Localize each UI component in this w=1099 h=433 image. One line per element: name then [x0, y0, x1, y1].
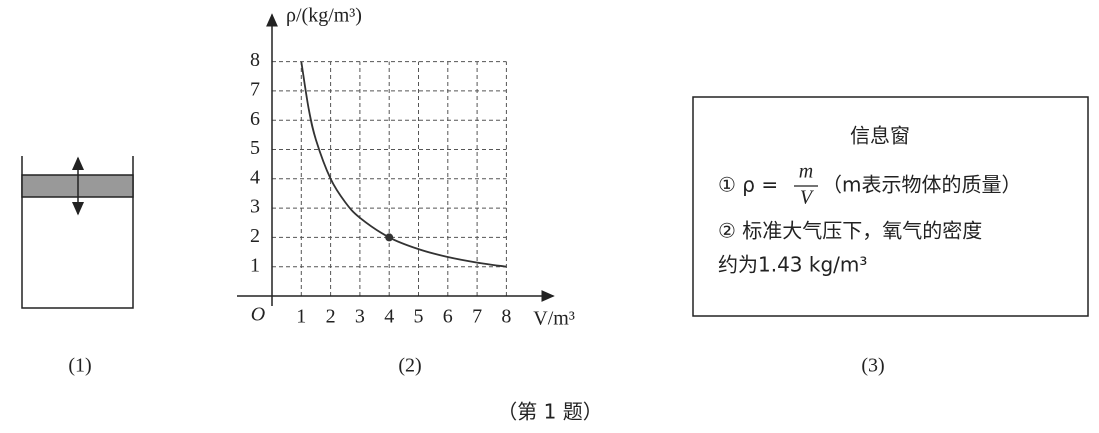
y-tick-label: 7 — [250, 78, 260, 100]
info-line: 约为1.43 kg/m³ — [718, 253, 867, 277]
figure-label: (2) — [398, 355, 421, 377]
x-tick-label: 7 — [472, 306, 482, 328]
caption: （第 1 题） — [497, 400, 602, 424]
container-diagram — [21, 156, 134, 309]
origin-label: O — [251, 304, 265, 326]
formula-suffix: （m表示物体的质量） — [822, 173, 1021, 197]
info-box: 信息窗 ① ρ = m V （m表示物体的质量） ② 标准大气压下，氧气的密度 … — [692, 96, 1089, 317]
x-axis-label: V/m³ — [533, 308, 575, 330]
x-tick-label: 2 — [326, 306, 336, 328]
x-tick-label: 4 — [384, 306, 394, 328]
y-tick-label: 6 — [250, 108, 260, 130]
y-tick-label: 4 — [250, 166, 260, 188]
highlight-point — [385, 233, 394, 242]
x-tick-label: 6 — [443, 306, 453, 328]
info-title: 信息窗 — [850, 124, 910, 148]
x-tick-label: 1 — [296, 306, 306, 328]
y-tick-label: 8 — [250, 49, 260, 71]
y-tick-label: 1 — [250, 254, 260, 276]
x-tick-label: 8 — [501, 306, 511, 328]
formula-denominator: V — [800, 187, 815, 209]
y-tick-label: 2 — [250, 225, 260, 247]
y-tick-label: 3 — [250, 196, 260, 218]
curve — [300, 61, 507, 268]
x-tick-label: 5 — [414, 306, 424, 328]
figure-label: (1) — [68, 355, 91, 377]
y-axis-label: ρ/(kg/m³) — [286, 4, 362, 26]
y-tick-label: 5 — [250, 137, 260, 159]
formula-prefix: ① ρ = — [718, 173, 778, 197]
figure-label: (3) — [861, 355, 884, 377]
formula-numerator: m — [799, 161, 813, 183]
info-line: ② 标准大气压下，氧气的密度 — [718, 219, 982, 243]
x-tick-label: 3 — [355, 306, 365, 328]
